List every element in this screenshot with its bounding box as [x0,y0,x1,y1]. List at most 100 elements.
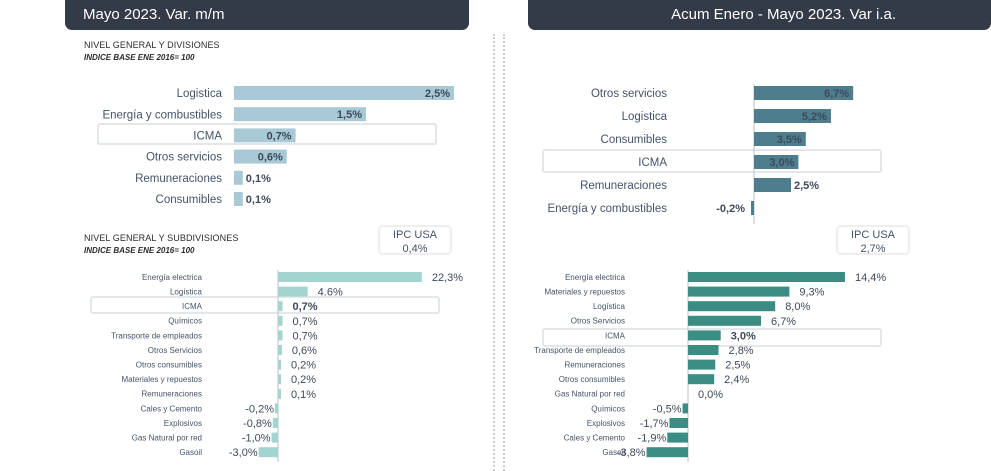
ia-divisions-data-label: 3,0% [769,157,794,169]
ia-divisions-category-label: ICMA [638,157,667,169]
ia-divisions-data-label: 6,7% [824,88,849,100]
mm-divisions-category-label: Otros servicios [146,152,222,164]
mm-subdivisions-bar [272,418,278,428]
ipc-usa-left-box: IPC USA 0,4% [378,225,452,255]
ia-subdivisions-bar [669,418,688,428]
mm-subdivisions-category-label: Transporte de empleados [111,331,202,340]
mm-subdivisions-bar [278,330,283,341]
mm-divisions-data-label: 0,1% [246,173,271,185]
mm-subdivisions-category-label: Cales y Cemento [141,404,203,413]
ia-subdivisions-category-label: Transporte de empleados [534,346,625,355]
divisions-section-title: NIVEL GENERAL Y DIVISIONES [84,40,220,50]
mm-subdivisions-bar [275,403,278,414]
ia-divisions-data-label: 3,5% [777,134,802,146]
ipc-usa-right-label: IPC USA [850,229,895,241]
header-left-title: Mayo 2023. Var. m/m [65,0,469,30]
ia-subdivisions-bar [688,301,776,312]
mm-subdivisions-highlight-box [90,296,440,314]
ipc-usa-right-box: IPC USA 2,7% [836,225,910,255]
ia-subdivisions-category-label: Gasoil [602,448,625,457]
ia-subdivisions-data-label: -1,7% [640,418,669,430]
mm-divisions-data-label: 1,5% [337,109,362,121]
header-right-title: Acum Enero - Mayo 2023. Var i.a. [528,0,991,30]
ipc-usa-right-value: 2,7% [860,243,886,255]
ia-subdivisions-data-label: 2,5% [725,360,750,372]
ia-divisions-data-label: -0,2% [716,203,745,215]
ia-subdivisions-bar [688,330,721,341]
mm-divisions-bar [234,149,287,164]
mm-divisions-bar [234,170,243,185]
subdivisions-section-title: NIVEL GENERAL Y SUBDIVISIONES [84,233,239,243]
mm-subdivisions-category-label: Materiales y repuestos [122,375,202,384]
mm-subdivisions-data-label: -1,0% [242,433,271,445]
ia-subdivisions-data-label: 9,3% [799,287,824,299]
ia-subdivisions-data-label: 2,4% [724,374,749,386]
mm-divisions-category-label: Consumibles [156,194,223,206]
mm-subdivisions-bar [278,359,281,370]
ia-subdivisions-data-label: 6,7% [771,316,796,328]
ia-divisions-data-label: 5,2% [802,111,827,123]
mm-subdivisions-data-label: 0,7% [293,330,318,342]
mm-subdivisions-category-label: Gas Natural por red [132,433,202,442]
mm-subdivisions-category-label: Explosivos [164,419,202,428]
ia-subdivisions-data-label: 0,0% [698,389,723,401]
ia-divisions-highlight-box [542,149,882,173]
mm-divisions-highlight-box [97,123,437,145]
mm-subdivisions-category-label: Energía electrica [142,273,203,282]
divisions-section-subtitle: INDICE BASE ENE 2016= 100 [84,53,195,62]
mm-subdivisions-data-label: 0,7% [293,301,318,313]
mm-subdivisions-bar [278,286,308,297]
ia-divisions-bar [754,155,799,169]
mm-subdivisions-category-label: Gasoil [179,448,202,457]
mm-divisions-data-label: 0,7% [267,130,292,142]
ia-divisions-category-label: Consumibles [601,134,668,146]
ia-subdivisions-category-label: Logística [593,302,626,311]
mm-subdivisions-data-label: 0,6% [292,345,317,357]
mm-subdivisions-bar [278,374,281,385]
ia-subdivisions-bar [667,432,688,443]
mm-subdivisions-data-label: 0,1% [291,389,316,401]
ia-divisions-bar [751,201,754,215]
mm-divisions-category-label: Energía y combustibles [102,109,222,121]
ia-divisions-bar [754,109,831,123]
ipc-usa-left-value: 0,4% [402,243,428,255]
mm-divisions-bar [234,86,454,100]
subdivisions-section-subtitle: INDICE BASE ENE 2016= 100 [84,246,195,255]
ia-subdivisions-category-label: Explosivos [587,419,625,428]
mm-subdivisions-data-label: 4.6% [318,287,343,299]
mm-subdivisions-category-label: Remuneraciones [142,390,202,399]
ia-divisions-category-label: Otros servicios [591,88,667,100]
mm-subdivisions-data-label: 0,7% [293,316,318,328]
mm-subdivisions-bar [278,301,283,312]
mm-subdivisions-data-label: -0,8% [243,418,272,430]
ia-divisions-bar [754,86,854,100]
mm-subdivisions-bar [258,447,278,458]
ia-subdivisions-data-label: -1,9% [638,433,667,445]
mm-divisions-category-label: Remuneraciones [135,173,222,185]
ia-divisions-bar [754,132,806,146]
mm-divisions-bar [234,128,296,143]
ia-subdivisions-category-label: Químicos [591,404,625,413]
ia-subdivisions-bar [688,315,762,326]
mm-divisions-data-label: 2,5% [425,88,450,100]
ia-subdivisions-category-label: Energía electrica [565,273,626,282]
ia-subdivisions-bar [688,359,716,370]
mm-subdivisions-bar [271,432,278,443]
ipc-usa-left-label: IPC USA [392,229,437,241]
divider-right [503,34,505,471]
mm-divisions-category-label: ICMA [193,131,222,143]
mm-subdivisions-bar [278,345,282,355]
ia-subdivisions-category-label: Gas Natural por red [555,390,625,399]
ia-divisions-category-label: Remuneraciones [580,180,667,192]
mm-subdivisions-bar [278,388,281,399]
ia-subdivisions-data-label: -3,8% [617,447,646,459]
mm-subdivisions-data-label: 0,2% [291,360,316,372]
ia-subdivisions-data-label: 8,0% [785,301,810,313]
mm-subdivisions-data-label: 0,2% [291,374,316,386]
ia-subdivisions-category-label: ICMA [605,331,626,340]
ia-subdivisions-category-label: Materiales y repuestos [545,287,625,296]
mm-subdivisions-bar [278,315,283,326]
mm-divisions-data-label: 0,6% [258,152,283,164]
mm-subdivisions-data-label: -0,2% [245,403,274,415]
